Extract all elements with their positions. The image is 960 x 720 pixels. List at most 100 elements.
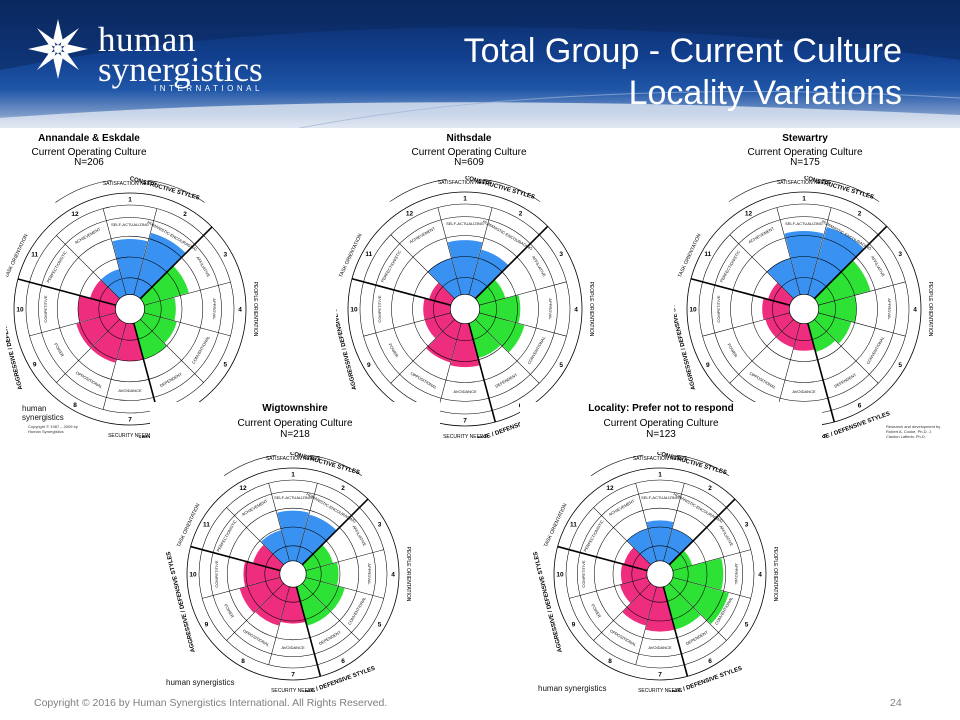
grid-circle (359, 203, 571, 415)
grid-radial (390, 234, 455, 299)
grid-circle (612, 526, 708, 622)
style-number: 10 (350, 307, 358, 314)
style-number: 6 (708, 658, 712, 665)
arc-arrow (309, 454, 363, 476)
people-orientation-label: PEOPLE ORIENTATION (588, 282, 594, 337)
slide-title-line2: Locality Variations (628, 74, 902, 112)
style-bar-2 (468, 249, 509, 299)
style-number: 8 (608, 658, 612, 665)
style-number: 3 (745, 522, 749, 529)
style-name-label: COMPETITIVE (43, 295, 48, 322)
panel-subtitle: Current Operating Culture (237, 418, 353, 429)
style-number: 6 (341, 658, 345, 665)
grid-radial (133, 208, 158, 296)
grid-radial (807, 207, 832, 295)
style-name-label: SELF-ACTUALIZING (274, 495, 312, 500)
grid-radial (702, 312, 790, 337)
style-bar-6 (296, 583, 331, 626)
style-number: 6 (858, 403, 862, 410)
circumplex-chart: SELF-ACTUALIZING1HUMANISTIC-ENCOURAGING2… (674, 176, 933, 438)
arc-arrow (223, 454, 277, 476)
satisfaction-needs-label: SATISFACTION NEEDS (633, 456, 688, 462)
style-number: 12 (606, 485, 614, 492)
group-divider (803, 308, 836, 423)
style-number: 3 (223, 252, 227, 259)
style-number: 1 (128, 197, 132, 204)
mini-logo: human synergistics (538, 684, 607, 693)
grid-radial (729, 319, 794, 384)
style-number: 5 (378, 622, 382, 629)
people-orientation-label: PEOPLE ORIENTATION (252, 282, 258, 337)
satisfaction-needs-label: SATISFACTION NEEDS (103, 181, 158, 187)
style-name-label: APPROVAL (734, 563, 739, 585)
circumplex-panel-stewartry: Stewartry Current Operating Culture N=17… (664, 132, 946, 438)
grid-radial (143, 312, 231, 337)
style-number: 4 (238, 307, 242, 314)
style-name-label: POWER (388, 342, 400, 358)
grid-circle (433, 277, 497, 341)
style-bar-7 (450, 323, 480, 368)
style-number: 2 (858, 210, 862, 217)
style-name-label: APPROVAL (887, 298, 892, 320)
security-needs-label: SECURITY NEEDS (108, 433, 152, 438)
grid-radial (296, 483, 318, 562)
style-bar-3 (475, 279, 506, 306)
grid-radial (468, 207, 493, 295)
group-divider (190, 545, 294, 575)
style-number: 7 (291, 672, 295, 679)
style-bar-11 (768, 282, 794, 306)
grid-radial (776, 207, 801, 295)
panel-subtitle: Current Operating Culture (411, 147, 527, 158)
grid-radial (363, 312, 451, 337)
grid-radial (818, 312, 906, 337)
style-bar-3 (669, 550, 693, 571)
style-bar-5 (475, 312, 525, 353)
grid-radial (729, 234, 794, 299)
style-name-label: SELF-ACTUALIZING (641, 495, 679, 500)
grid-radial (818, 281, 906, 306)
style-bar-8 (90, 319, 127, 363)
group-divider (351, 277, 466, 310)
style-bar-3 (140, 266, 189, 306)
center-circle (646, 560, 674, 588)
style-number: 7 (128, 417, 132, 424)
style-number: 12 (406, 210, 414, 217)
grid-circle (565, 479, 755, 669)
group-divider (659, 498, 736, 575)
style-bar-5 (814, 312, 852, 344)
style-number: 5 (745, 622, 749, 629)
star-logo-icon (28, 19, 88, 79)
satisfaction-needs-label: SATISFACTION NEEDS (777, 180, 832, 186)
style-number: 11 (203, 522, 210, 529)
panel-title: Nithsdale (446, 133, 492, 144)
style-bar-6 (663, 583, 701, 630)
arc-arrow (148, 179, 205, 203)
style-bar-7 (280, 586, 306, 624)
group-divider (803, 225, 888, 310)
style-number: 4 (574, 307, 578, 314)
grid-circle (593, 507, 727, 641)
style-number: 7 (463, 418, 467, 425)
grid-circle (198, 479, 388, 669)
grid-radial (437, 323, 462, 411)
style-number: 10 (189, 572, 197, 579)
grid-circle (25, 204, 235, 414)
style-bar-9 (424, 312, 455, 339)
grid-radial (305, 577, 384, 599)
logo-text-international: INTERNATIONAL (154, 84, 263, 93)
style-number: 2 (341, 485, 345, 492)
arc-arrow (676, 454, 730, 476)
panel-title: Locality: Prefer not to respond (588, 403, 734, 414)
style-name-label: SELF-ACTUALIZING (111, 222, 149, 227)
group-divider (292, 573, 322, 677)
security-needs-label: SECURITY NEEDS (443, 434, 487, 438)
style-bar-8 (622, 583, 657, 626)
people-orientation-label: PEOPLE ORIENTATION (772, 547, 778, 602)
arc-arrow (590, 454, 644, 476)
style-number: 9 (367, 362, 371, 369)
grid-circle (577, 491, 743, 657)
style-bar-4 (672, 558, 724, 590)
style-number: 11 (570, 522, 577, 529)
style-bar-8 (426, 319, 462, 363)
grid-radial (663, 483, 685, 562)
